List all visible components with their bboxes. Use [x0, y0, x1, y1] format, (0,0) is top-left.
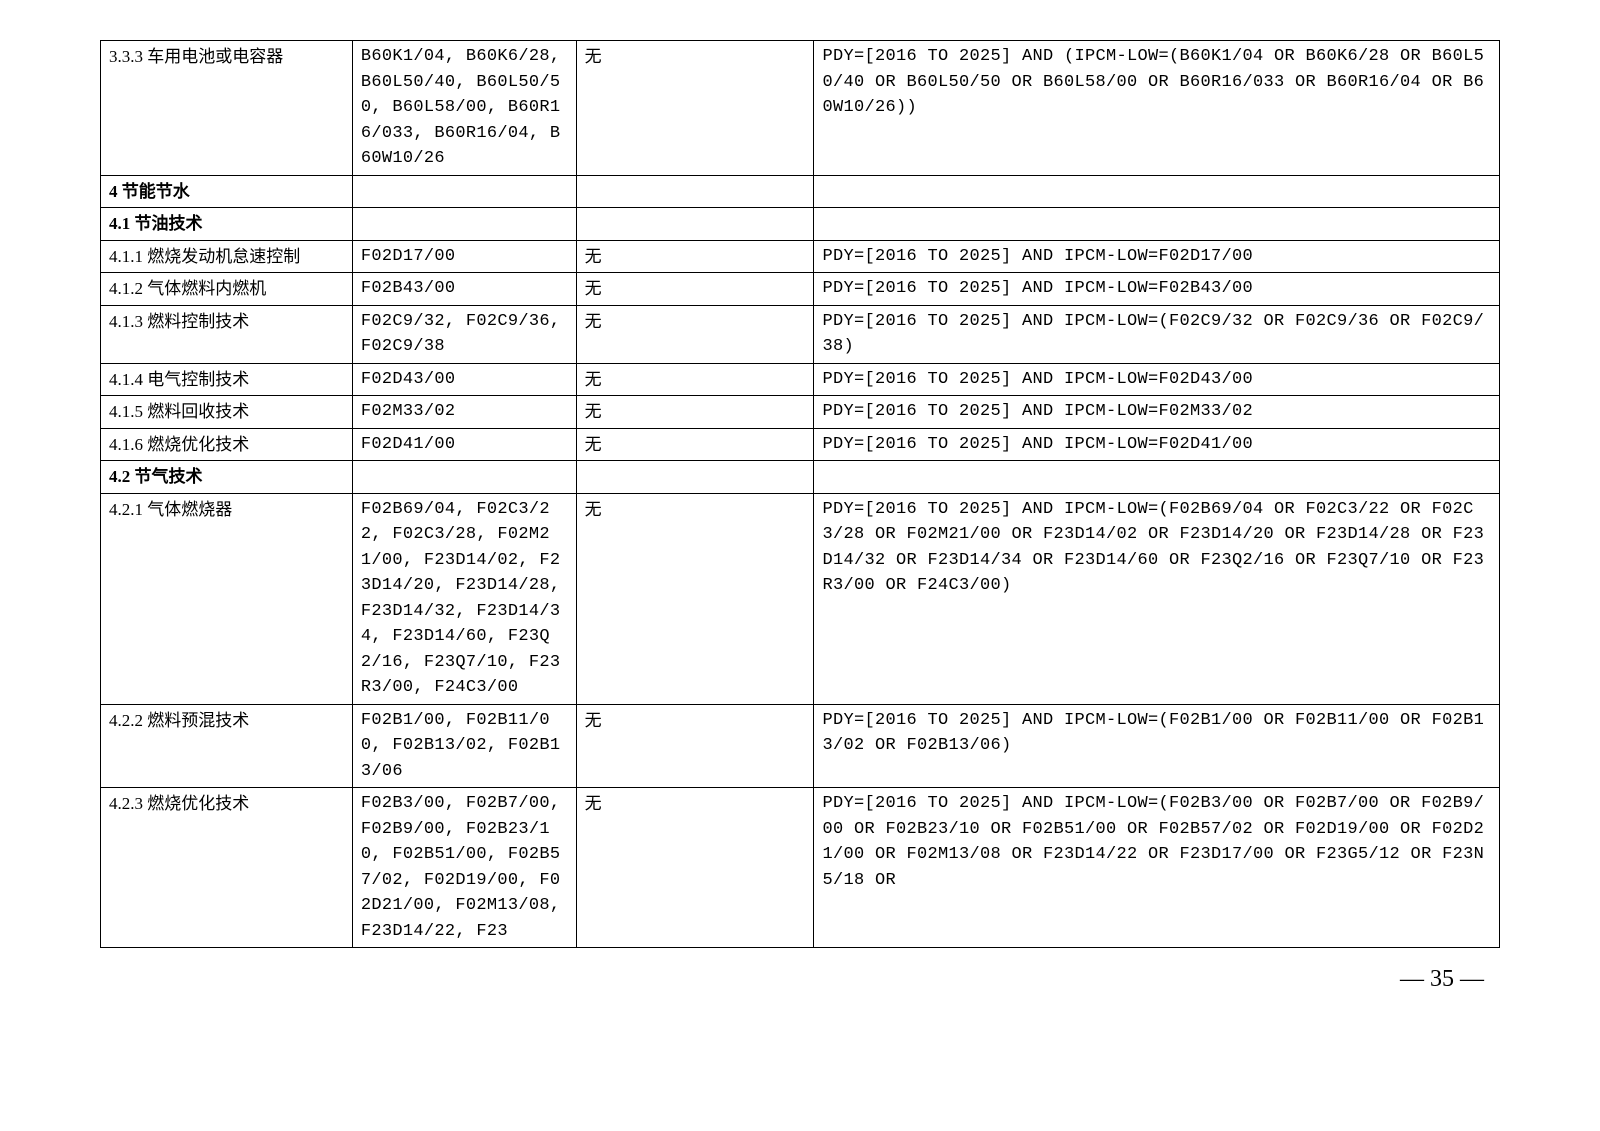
table-row: 4.2.1 气体燃烧器F02B69/04, F02C3/22, F02C3/28… — [101, 493, 1500, 704]
table-cell: 无 — [576, 704, 814, 788]
table-body: 3.3.3 车用电池或电容器B60K1/04, B60K6/28, B60L50… — [101, 41, 1500, 948]
table-cell — [352, 175, 576, 208]
table-cell: PDY=[2016 TO 2025] AND IPCM-LOW=(F02B1/0… — [814, 704, 1500, 788]
table-cell: 4.1.4 电气控制技术 — [101, 363, 353, 396]
table-cell: 3.3.3 车用电池或电容器 — [101, 41, 353, 176]
table-cell: F02B1/00, F02B11/00, F02B13/02, F02B13/0… — [352, 704, 576, 788]
table-row: 4.1.5 燃料回收技术F02M33/02无PDY=[2016 TO 2025]… — [101, 396, 1500, 429]
table-cell: F02D41/00 — [352, 428, 576, 461]
table-cell: 4.1 节油技术 — [101, 208, 353, 241]
table-cell: PDY=[2016 TO 2025] AND IPCM-LOW=F02D41/0… — [814, 428, 1500, 461]
table-cell: 4.1.3 燃料控制技术 — [101, 305, 353, 363]
table-cell: PDY=[2016 TO 2025] AND IPCM-LOW=(F02B69/… — [814, 493, 1500, 704]
table-cell: PDY=[2016 TO 2025] AND IPCM-LOW=F02B43/0… — [814, 273, 1500, 306]
table-cell: 4.1.6 燃烧优化技术 — [101, 428, 353, 461]
table-row: 3.3.3 车用电池或电容器B60K1/04, B60K6/28, B60L50… — [101, 41, 1500, 176]
table-cell — [576, 208, 814, 241]
table-cell — [352, 208, 576, 241]
table-cell: 无 — [576, 305, 814, 363]
table-cell: 4.2.3 燃烧优化技术 — [101, 788, 353, 948]
table-cell — [814, 461, 1500, 494]
table-cell: 4 节能节水 — [101, 175, 353, 208]
table-row: 4.2.2 燃料预混技术F02B1/00, F02B11/00, F02B13/… — [101, 704, 1500, 788]
table-row: 4.1.6 燃烧优化技术F02D41/00无PDY=[2016 TO 2025]… — [101, 428, 1500, 461]
table-cell: 无 — [576, 240, 814, 273]
table-cell: 无 — [576, 41, 814, 176]
table-row: 4.1.3 燃料控制技术F02C9/32, F02C9/36, F02C9/38… — [101, 305, 1500, 363]
table-cell — [352, 461, 576, 494]
table-cell: F02C9/32, F02C9/36, F02C9/38 — [352, 305, 576, 363]
table-cell — [576, 175, 814, 208]
table-cell: 无 — [576, 273, 814, 306]
table-cell: 4.2.1 气体燃烧器 — [101, 493, 353, 704]
table-row: 4.1.2 气体燃料内燃机F02B43/00无PDY=[2016 TO 2025… — [101, 273, 1500, 306]
table-cell: PDY=[2016 TO 2025] AND IPCM-LOW=F02D43/0… — [814, 363, 1500, 396]
table-cell: PDY=[2016 TO 2025] AND IPCM-LOW=F02M33/0… — [814, 396, 1500, 429]
table-cell: F02D43/00 — [352, 363, 576, 396]
table-row: 4.1.1 燃烧发动机怠速控制F02D17/00无PDY=[2016 TO 20… — [101, 240, 1500, 273]
table-cell — [576, 461, 814, 494]
table-cell: PDY=[2016 TO 2025] AND (IPCM-LOW=(B60K1/… — [814, 41, 1500, 176]
table-cell: PDY=[2016 TO 2025] AND IPCM-LOW=(F02B3/0… — [814, 788, 1500, 948]
classification-table: 3.3.3 车用电池或电容器B60K1/04, B60K6/28, B60L50… — [100, 40, 1500, 948]
table-row: 4 节能节水 — [101, 175, 1500, 208]
page-number: — 35 — — [100, 966, 1500, 993]
table-row: 4.1 节油技术 — [101, 208, 1500, 241]
table-cell: 4.1.2 气体燃料内燃机 — [101, 273, 353, 306]
table-cell: 4.2 节气技术 — [101, 461, 353, 494]
table-cell: PDY=[2016 TO 2025] AND IPCM-LOW=F02D17/0… — [814, 240, 1500, 273]
table-cell: 无 — [576, 788, 814, 948]
table-cell: F02B3/00, F02B7/00, F02B9/00, F02B23/10,… — [352, 788, 576, 948]
table-cell: 4.2.2 燃料预混技术 — [101, 704, 353, 788]
table-cell: F02D17/00 — [352, 240, 576, 273]
table-cell: F02M33/02 — [352, 396, 576, 429]
table-row: 4.2 节气技术 — [101, 461, 1500, 494]
table-cell — [814, 175, 1500, 208]
table-cell: 无 — [576, 363, 814, 396]
table-cell: 无 — [576, 396, 814, 429]
table-row: 4.1.4 电气控制技术F02D43/00无PDY=[2016 TO 2025]… — [101, 363, 1500, 396]
table-row: 4.2.3 燃烧优化技术F02B3/00, F02B7/00, F02B9/00… — [101, 788, 1500, 948]
table-cell: B60K1/04, B60K6/28, B60L50/40, B60L50/50… — [352, 41, 576, 176]
table-cell: 4.1.5 燃料回收技术 — [101, 396, 353, 429]
table-cell: 4.1.1 燃烧发动机怠速控制 — [101, 240, 353, 273]
table-cell: F02B43/00 — [352, 273, 576, 306]
table-cell: 无 — [576, 428, 814, 461]
table-cell: F02B69/04, F02C3/22, F02C3/28, F02M21/00… — [352, 493, 576, 704]
table-cell: PDY=[2016 TO 2025] AND IPCM-LOW=(F02C9/3… — [814, 305, 1500, 363]
table-cell — [814, 208, 1500, 241]
table-cell: 无 — [576, 493, 814, 704]
